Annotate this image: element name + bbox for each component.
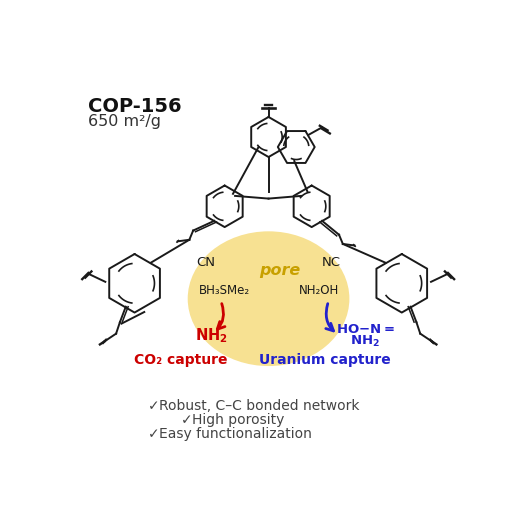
Text: 650 m²/g: 650 m²/g <box>89 114 161 129</box>
Text: $\mathregular{NH_2}$: $\mathregular{NH_2}$ <box>350 334 380 348</box>
Text: Easy functionalization: Easy functionalization <box>159 427 312 441</box>
Text: High porosity: High porosity <box>192 413 285 427</box>
Text: COP-156: COP-156 <box>89 97 182 115</box>
FancyArrowPatch shape <box>326 304 333 331</box>
Text: ✓: ✓ <box>148 427 159 441</box>
Text: NH₂OH: NH₂OH <box>299 285 340 297</box>
Text: pore: pore <box>259 263 301 278</box>
Text: CN: CN <box>196 256 215 269</box>
Text: Robust, C–C bonded network: Robust, C–C bonded network <box>159 400 359 413</box>
Text: $\mathregular{HO{-}N{=}}$: $\mathregular{HO{-}N{=}}$ <box>336 323 395 336</box>
Text: $\mathregular{NH_2}$: $\mathregular{NH_2}$ <box>194 326 227 345</box>
Text: Uranium capture: Uranium capture <box>259 353 390 367</box>
Text: ✓: ✓ <box>181 413 192 427</box>
Text: ✓: ✓ <box>148 400 159 413</box>
Text: BH₃SMe₂: BH₃SMe₂ <box>199 285 250 297</box>
FancyArrowPatch shape <box>217 304 225 329</box>
Text: CO₂ capture: CO₂ capture <box>134 353 227 367</box>
Text: NC: NC <box>322 256 341 269</box>
Ellipse shape <box>188 231 350 366</box>
